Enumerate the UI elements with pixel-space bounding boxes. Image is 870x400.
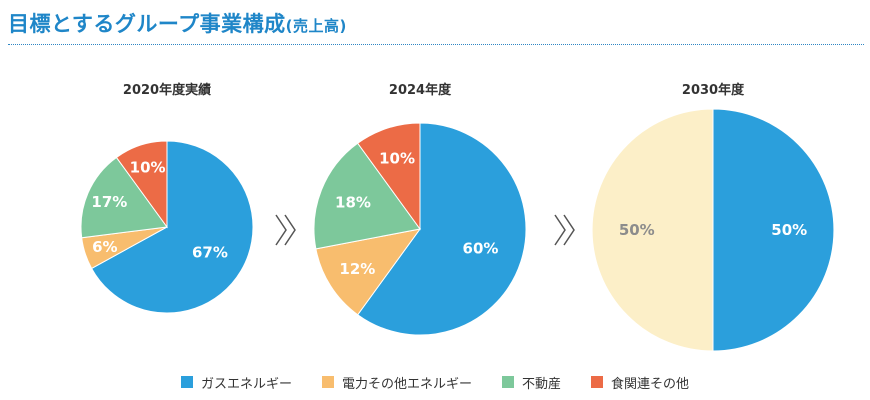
slice-label-2020-1: 6% — [92, 238, 117, 256]
title-divider — [8, 44, 864, 45]
page-title-sub: (売上高) — [285, 17, 347, 35]
legend-swatch-power-other-energy — [321, 376, 334, 388]
slice-label-2020-2: 17% — [91, 193, 127, 211]
page-title: 目標とするグループ事業構成(売上高) — [8, 8, 347, 38]
chart-title-2030: 2030年度 — [682, 82, 745, 98]
legend-label-real-estate: 不動産 — [522, 376, 562, 392]
legend-swatch-food-other — [591, 376, 604, 388]
legend-swatch-real-estate — [502, 376, 514, 388]
legend-label-power-other-energy: 電力その他エネルギー — [341, 376, 472, 392]
chart-title-2024: 2024年度 — [389, 82, 452, 98]
slice-label-2024-0: 60% — [463, 240, 499, 258]
slice-2030-0 — [712, 108, 835, 352]
legend-label-gas-energy: ガスエネルギー — [200, 376, 292, 392]
slice-label-2024-2: 18% — [335, 193, 371, 211]
legend: ガスエネルギー 電力その他エネルギー 不動産 食関連その他 — [0, 372, 870, 392]
chevron-right-icon — [554, 214, 575, 246]
legend-swatch-gas-energy — [180, 376, 193, 388]
slice-label-2020-0: 67% — [192, 243, 228, 261]
slice-2024-0 — [356, 122, 527, 336]
slice-label-2030-0: 50% — [771, 221, 807, 239]
legend-item-power-other-energy: 電力その他エネルギー — [321, 373, 472, 392]
legend-item-gas-energy: ガスエネルギー — [180, 373, 292, 392]
slice-2030-target-other — [591, 108, 714, 352]
slice-label-2024-1: 12% — [339, 260, 375, 278]
slice-label-2020-3: 10% — [130, 158, 166, 176]
slice-2020-2 — [80, 156, 168, 239]
page-title-main: 目標とするグループ事業構成 — [8, 12, 286, 36]
slice-2024-3 — [356, 122, 421, 231]
legend-label-food-other: 食関連その他 — [611, 376, 690, 392]
slice-2020-0 — [90, 140, 254, 314]
legend-item-food-other: 食関連その他 — [591, 373, 689, 392]
slice-2024-2 — [313, 142, 421, 250]
chart-title-2020: 2020年度実績 — [123, 82, 211, 98]
slice-2024-1 — [315, 228, 422, 316]
legend-item-real-estate: 不動産 — [502, 373, 561, 392]
chevron-right-icon — [275, 214, 296, 246]
slice-label-2024-3: 10% — [379, 149, 415, 167]
slice-label-2030-1: 50% — [619, 221, 655, 239]
slice-2020-3 — [115, 140, 168, 229]
